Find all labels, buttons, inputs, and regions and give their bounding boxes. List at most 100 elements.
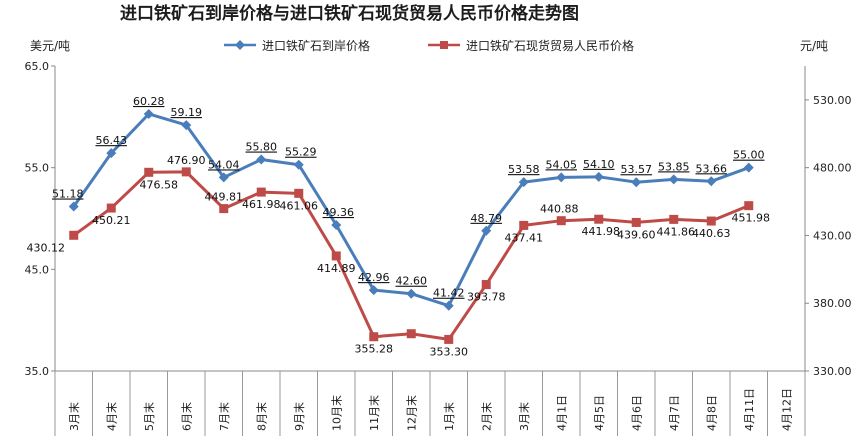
x-tick-label: 12月末 — [404, 395, 418, 431]
data-label-series-2: 461.06 — [280, 199, 319, 212]
x-tick-label: 9月末 — [292, 402, 306, 431]
x-tick-label: 7月末 — [217, 402, 231, 431]
y-left-tick-label: 45.0 — [25, 263, 50, 276]
y-right-tick-label: 530.00 — [813, 94, 852, 107]
data-point-series-2 — [631, 217, 641, 227]
data-point-series-1 — [631, 177, 642, 188]
data-label-series-2: 441.86 — [657, 225, 696, 238]
data-point-series-2 — [444, 334, 454, 344]
x-tick-label: 2月末 — [479, 402, 493, 431]
x-tick-label: 4月12日 — [780, 388, 793, 431]
x-tick-label: 4月末 — [104, 402, 118, 431]
data-point-series-1 — [706, 176, 717, 187]
data-point-series-1 — [668, 174, 679, 185]
data-point-series-2 — [481, 280, 491, 290]
x-tick-label: 8月末 — [254, 402, 268, 431]
y-right-unit: 元/吨 — [800, 39, 828, 53]
data-point-series-1 — [593, 171, 604, 182]
legend-label-series-2: 进口铁矿石现货贸易人民币价格 — [466, 38, 634, 53]
data-label-series-2: 414.89 — [317, 262, 356, 275]
data-point-series-1 — [293, 159, 304, 170]
data-label-series-1: 42.60 — [396, 275, 428, 288]
y-left-tick-label: 35.0 — [25, 365, 50, 378]
data-label-series-2: 440.63 — [692, 227, 731, 240]
data-point-series-2 — [256, 187, 266, 197]
y-right-tick-label: 430.00 — [813, 229, 852, 242]
x-tick-label: 5月末 — [142, 402, 156, 431]
data-label-series-2: 461.98 — [242, 198, 281, 211]
data-label-series-1: 59.19 — [171, 106, 203, 119]
data-label-series-1: 53.58 — [508, 163, 540, 176]
data-label-series-2: 441.98 — [582, 225, 621, 238]
y-right-tick-label: 330.00 — [813, 365, 852, 378]
data-label-series-1: 51.18 — [52, 188, 84, 201]
data-point-series-2 — [106, 203, 116, 213]
y-left-unit: 美元/吨 — [30, 39, 70, 53]
data-point-series-2 — [181, 167, 191, 177]
data-label-series-1: 41.42 — [433, 287, 465, 300]
data-label-series-2: 437.41 — [505, 231, 544, 244]
data-point-series-1 — [143, 108, 154, 119]
x-tick-label: 4月6日 — [630, 395, 643, 431]
x-tick-label: 4月8日 — [705, 395, 718, 431]
data-label-series-2: 430.12 — [27, 241, 66, 254]
x-tick-label: 6月末 — [179, 402, 193, 431]
data-point-series-2 — [594, 214, 604, 224]
data-point-series-1 — [518, 177, 529, 188]
x-tick-label: 3月末 — [517, 402, 531, 431]
data-label-series-1: 55.80 — [246, 141, 278, 154]
data-label-series-1: 48.79 — [471, 212, 503, 225]
chart-title: 进口铁矿石到岸价格与进口铁矿石现货贸易人民币价格走势图 — [120, 3, 579, 24]
data-label-series-2: 439.60 — [617, 228, 656, 241]
data-label-series-2: 476.90 — [167, 154, 206, 167]
data-point-series-2 — [556, 216, 566, 226]
legend-marker-series-1 — [235, 40, 245, 50]
data-point-series-1 — [331, 220, 342, 231]
x-tick-label: 4月1日 — [555, 395, 568, 431]
data-label-series-1: 55.00 — [733, 149, 765, 162]
x-tick-label: 11月末 — [367, 395, 381, 431]
legend: 进口铁矿石到岸价格 进口铁矿石现货贸易人民币价格 — [224, 38, 634, 53]
data-point-series-1 — [556, 172, 567, 183]
x-tick-label: 4月5日 — [593, 395, 606, 431]
data-label-series-2: 476.58 — [140, 178, 179, 191]
y-left-tick-label: 55.0 — [25, 162, 50, 175]
data-label-series-1: 53.85 — [658, 160, 690, 173]
data-point-series-2 — [369, 332, 379, 342]
x-tick-label: 3月末 — [67, 402, 81, 431]
series-lines — [72, 112, 750, 341]
x-tick-label: 10月末 — [329, 395, 343, 431]
data-label-series-1: 60.28 — [133, 95, 165, 108]
data-label-series-2: 393.78 — [467, 291, 506, 304]
data-label-series-2: 449.81 — [205, 191, 244, 204]
data-label-series-1: 56.43 — [96, 134, 128, 147]
data-point-series-2 — [144, 167, 154, 177]
x-tick-label: 1月末 — [442, 402, 456, 431]
data-point-series-1 — [256, 154, 267, 165]
series-markers — [68, 108, 754, 344]
y-tick-labels: 65.0 55.0 45.0 35.0 530.00 480.00 430.00 380.00… — [25, 60, 852, 378]
data-label-series-2: 355.28 — [355, 343, 394, 356]
y-right-tick-label: 480.00 — [813, 162, 852, 175]
data-label-series-1: 54.10 — [583, 158, 615, 171]
data-label-series-2: 440.88 — [540, 203, 579, 216]
data-label-series-2: 450.21 — [92, 214, 131, 227]
data-label-series-1: 53.57 — [621, 163, 653, 176]
data-point-series-1 — [406, 288, 417, 299]
data-point-series-2 — [406, 329, 416, 339]
data-label-series-1: 55.29 — [285, 146, 317, 159]
data-point-series-2 — [69, 230, 79, 240]
data-point-series-1 — [106, 148, 117, 159]
data-point-series-1 — [481, 225, 492, 236]
data-point-series-1 — [218, 172, 229, 183]
data-point-series-1 — [181, 120, 192, 131]
data-label-series-2: 451.98 — [732, 212, 771, 225]
x-gridlines — [54, 371, 806, 436]
data-point-series-1 — [68, 201, 79, 212]
data-point-series-2 — [669, 214, 679, 224]
legend-marker-series-2 — [440, 41, 448, 49]
data-point-series-1 — [443, 300, 454, 311]
data-point-series-2 — [219, 204, 229, 214]
data-point-series-2 — [331, 251, 341, 261]
data-label-series-1: 42.96 — [358, 271, 390, 284]
